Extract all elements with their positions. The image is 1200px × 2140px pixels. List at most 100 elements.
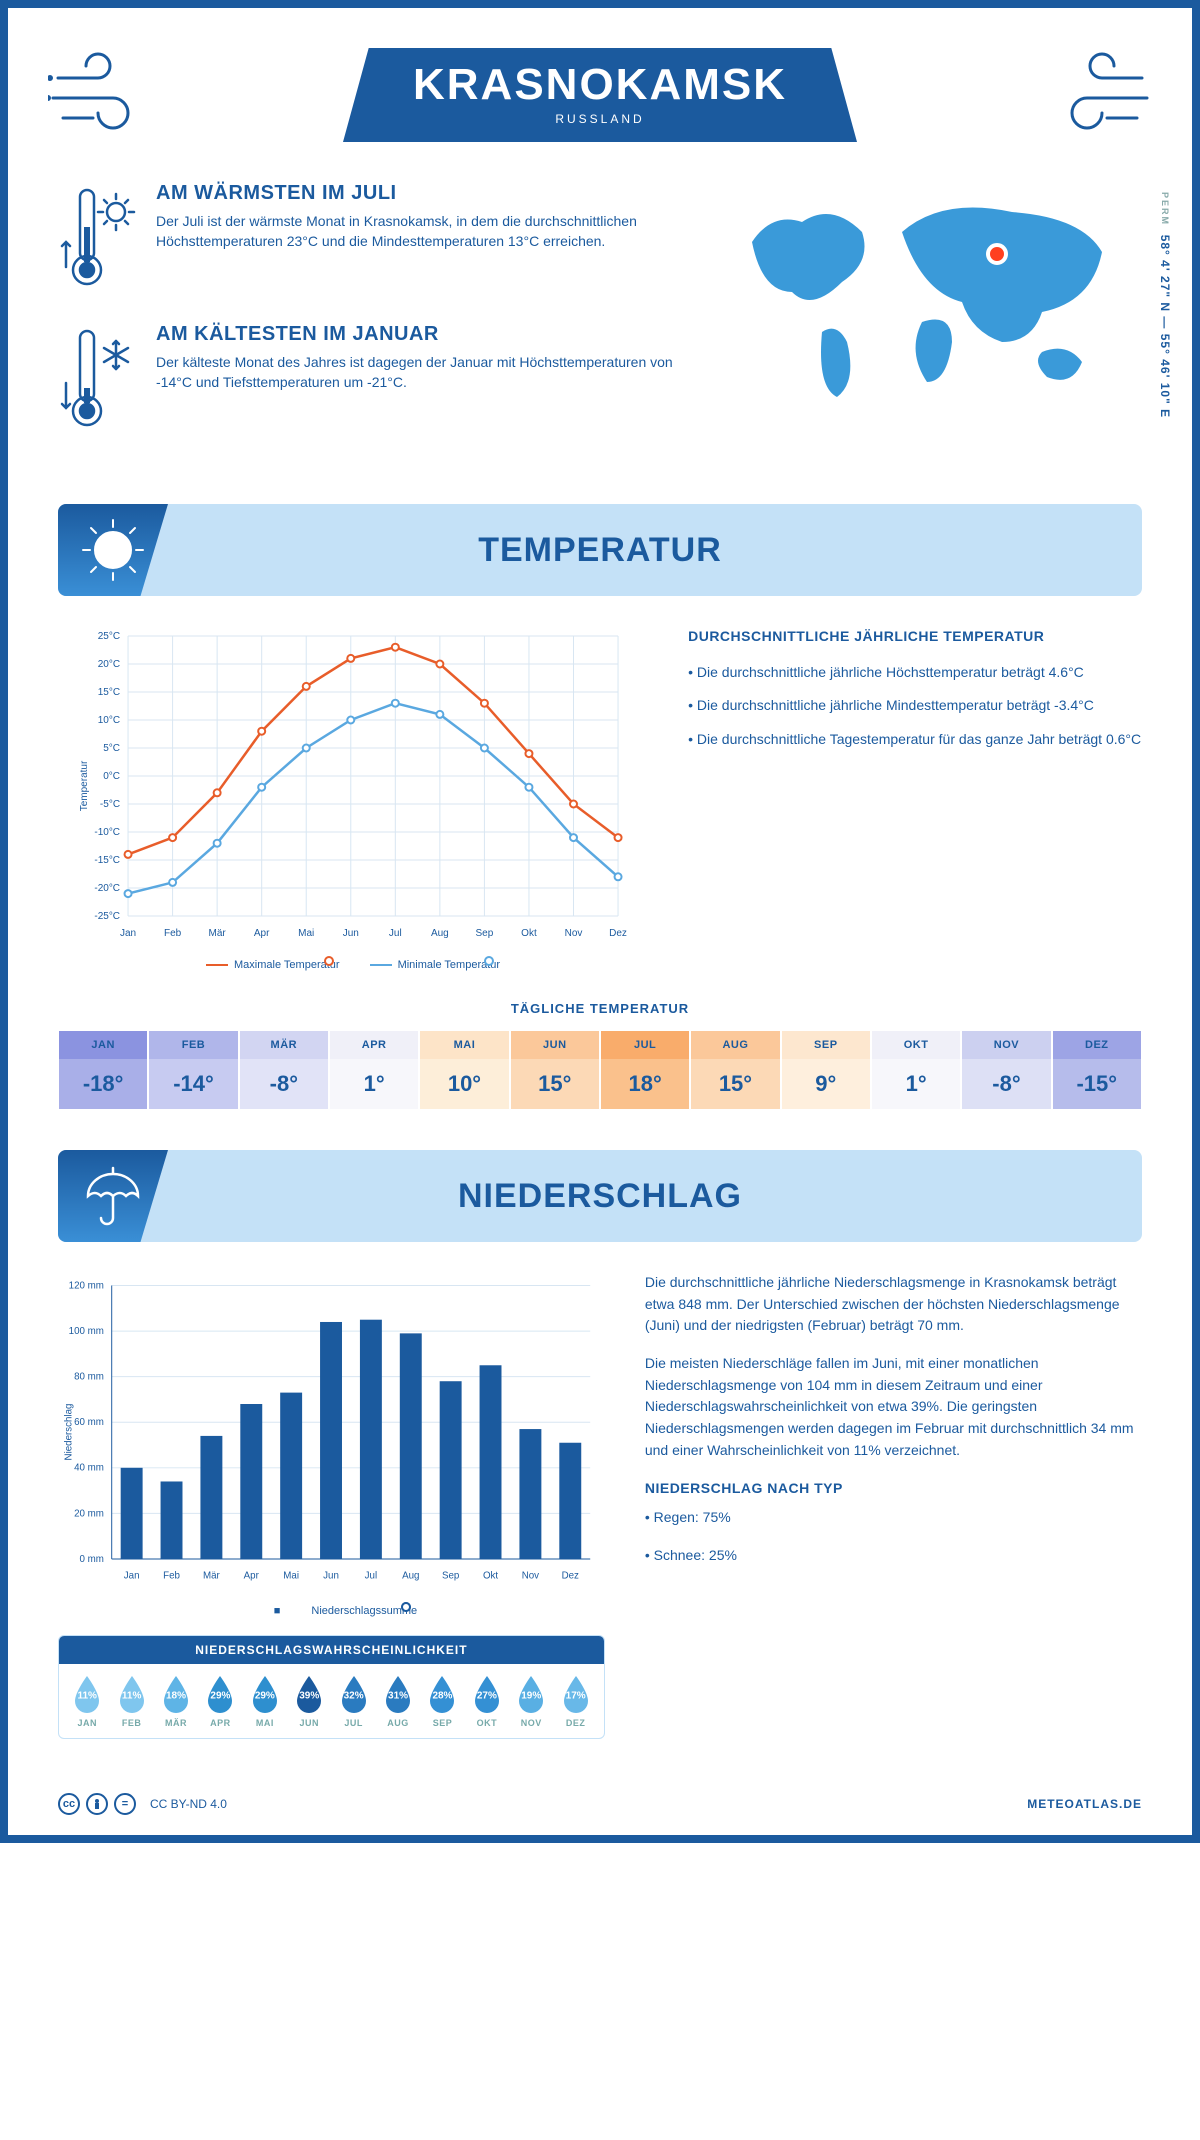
- prob-cell: 18%MÄR: [154, 1674, 198, 1728]
- hot-fact-text: Der Juli ist der wärmste Monat in Krasno…: [156, 211, 692, 252]
- svg-text:Feb: Feb: [163, 1570, 180, 1581]
- svg-text:Mär: Mär: [209, 928, 227, 939]
- prob-cell: 28%SEP: [420, 1674, 464, 1728]
- daily-temp-title: TÄGLICHE TEMPERATUR: [58, 1001, 1142, 1016]
- svg-text:Nov: Nov: [522, 1570, 539, 1581]
- climate-facts: AM WÄRMSTEN IM JULI Der Juli ist der wär…: [58, 182, 692, 464]
- svg-text:40 mm: 40 mm: [74, 1463, 104, 1474]
- prob-cell: 11%JAN: [65, 1674, 109, 1728]
- prob-cell: 29%APR: [198, 1674, 242, 1728]
- site-name: METEOATLAS.DE: [1027, 1797, 1142, 1811]
- prob-cell: 31%AUG: [376, 1674, 420, 1728]
- footer: cc = CC BY-ND 4.0 METEOATLAS.DE: [58, 1779, 1142, 1815]
- svg-text:Okt: Okt: [483, 1570, 498, 1581]
- svg-text:Nov: Nov: [565, 928, 583, 939]
- wind-icon: [48, 48, 158, 143]
- section-banner-temperature: TEMPERATUR: [58, 504, 1142, 596]
- svg-text:Jul: Jul: [389, 928, 402, 939]
- svg-text:60 mm: 60 mm: [74, 1417, 104, 1428]
- nd-icon: =: [114, 1793, 136, 1815]
- daily-temp-cell: MAI10°: [419, 1030, 509, 1110]
- svg-text:Mai: Mai: [283, 1570, 299, 1581]
- prob-cell: 11%FEB: [109, 1674, 153, 1728]
- svg-text:Okt: Okt: [521, 928, 537, 939]
- temperature-summary: DURCHSCHNITTLICHE JÄHRLICHE TEMPERATUR •…: [688, 626, 1142, 971]
- daily-temp-cell: JUL18°: [600, 1030, 690, 1110]
- svg-text:Dez: Dez: [562, 1570, 579, 1581]
- precip-probability-widget: NIEDERSCHLAGSWAHRSCHEINLICHKEIT 11%JAN11…: [58, 1635, 605, 1739]
- svg-text:Aug: Aug: [402, 1570, 419, 1581]
- prob-cell: 39%JUN: [287, 1674, 331, 1728]
- svg-text:10°C: 10°C: [98, 715, 120, 726]
- svg-text:Jul: Jul: [365, 1570, 377, 1581]
- precip-summary: Die durchschnittliche jährliche Niedersc…: [645, 1272, 1142, 1739]
- cold-fact-text: Der kälteste Monat des Jahres ist dagege…: [156, 352, 692, 393]
- city-title: KRASNOKAMSK: [413, 60, 787, 110]
- svg-text:Dez: Dez: [609, 928, 627, 939]
- svg-text:-20°C: -20°C: [94, 883, 120, 894]
- prob-cell: 17%DEZ: [553, 1674, 597, 1728]
- world-map: PERM 58° 4' 27" N — 55° 46' 10" E: [722, 182, 1142, 464]
- daily-temp-cell: NOV-8°: [961, 1030, 1051, 1110]
- daily-temp-cell: AUG15°: [690, 1030, 780, 1110]
- svg-text:0 mm: 0 mm: [80, 1554, 104, 1565]
- prob-cell: 32%JUL: [331, 1674, 375, 1728]
- chart-legend: Maximale Temperatur Minimale Temperatur: [58, 959, 648, 971]
- svg-text:Jan: Jan: [120, 928, 136, 939]
- svg-text:25°C: 25°C: [98, 631, 120, 642]
- hot-fact-title: AM WÄRMSTEN IM JULI: [156, 182, 692, 205]
- svg-text:80 mm: 80 mm: [74, 1372, 104, 1383]
- svg-text:20 mm: 20 mm: [74, 1508, 104, 1519]
- svg-text:Aug: Aug: [431, 928, 449, 939]
- daily-temp-cell: OKT1°: [871, 1030, 961, 1110]
- prob-cell: 29%MAI: [243, 1674, 287, 1728]
- svg-text:-10°C: -10°C: [94, 827, 120, 838]
- svg-text:Apr: Apr: [244, 1570, 260, 1581]
- svg-text:5°C: 5°C: [103, 743, 120, 754]
- svg-text:15°C: 15°C: [98, 687, 120, 698]
- chart-legend: ■ Niederschlagssumme: [58, 1605, 605, 1617]
- daily-temp-cell: DEZ-15°: [1052, 1030, 1142, 1110]
- svg-text:-25°C: -25°C: [94, 911, 120, 922]
- prob-cell: 19%NOV: [509, 1674, 553, 1728]
- svg-text:Jun: Jun: [343, 928, 359, 939]
- svg-text:-15°C: -15°C: [94, 855, 120, 866]
- cc-icon: cc: [58, 1793, 80, 1815]
- coordinates: PERM 58° 4' 27" N — 55° 46' 10" E: [1158, 192, 1172, 418]
- section-title: TEMPERATUR: [478, 531, 722, 570]
- svg-text:0°C: 0°C: [103, 771, 120, 782]
- daily-temp-cell: SEP9°: [781, 1030, 871, 1110]
- prob-cell: 27%OKT: [465, 1674, 509, 1728]
- svg-text:Mär: Mär: [203, 1570, 221, 1581]
- header: KRASNOKAMSK RUSSLAND: [58, 48, 1142, 142]
- sun-icon: [58, 504, 168, 596]
- daily-temp-cell: FEB-14°: [148, 1030, 238, 1110]
- svg-text:Mai: Mai: [298, 928, 314, 939]
- daily-temp-cell: JUN15°: [510, 1030, 600, 1110]
- svg-text:-5°C: -5°C: [100, 799, 120, 810]
- thermometer-cold-icon: [58, 323, 138, 438]
- temperature-line-chart: -25°C -20°C -15°C -10°C -5°C 0°C 5°C 10°C 15°C 20…: [58, 626, 648, 971]
- cold-fact-title: AM KÄLTESTEN IM JANUAR: [156, 323, 692, 346]
- thermometer-hot-icon: [58, 182, 138, 297]
- daily-temp-cell: MÄR-8°: [239, 1030, 329, 1110]
- svg-text:Niederschlag: Niederschlag: [64, 1404, 75, 1461]
- section-banner-precip: NIEDERSCHLAG: [58, 1150, 1142, 1242]
- title-banner: KRASNOKAMSK RUSSLAND: [343, 48, 857, 142]
- umbrella-icon: [58, 1150, 168, 1242]
- daily-temp-cell: APR1°: [329, 1030, 419, 1110]
- svg-text:120 mm: 120 mm: [69, 1280, 104, 1291]
- section-title: NIEDERSCHLAG: [458, 1177, 742, 1216]
- svg-text:100 mm: 100 mm: [69, 1326, 104, 1337]
- svg-text:20°C: 20°C: [98, 659, 120, 670]
- svg-text:Apr: Apr: [254, 928, 270, 939]
- svg-text:Jan: Jan: [124, 1570, 140, 1581]
- precip-bar-chart: 0 mm 20 mm 40 mm 60 mm 80 mm 100 mm 120 mm Jan F…: [58, 1272, 605, 1739]
- country-subtitle: RUSSLAND: [413, 112, 787, 126]
- svg-text:Sep: Sep: [442, 1570, 460, 1581]
- svg-text:Feb: Feb: [164, 928, 182, 939]
- by-icon: [86, 1793, 108, 1815]
- daily-temp-cell: JAN-18°: [58, 1030, 148, 1110]
- daily-temp-table: JAN-18°FEB-14°MÄR-8°APR1°MAI10°JUN15°JUL…: [58, 1030, 1142, 1110]
- license-text: CC BY-ND 4.0: [150, 1797, 227, 1811]
